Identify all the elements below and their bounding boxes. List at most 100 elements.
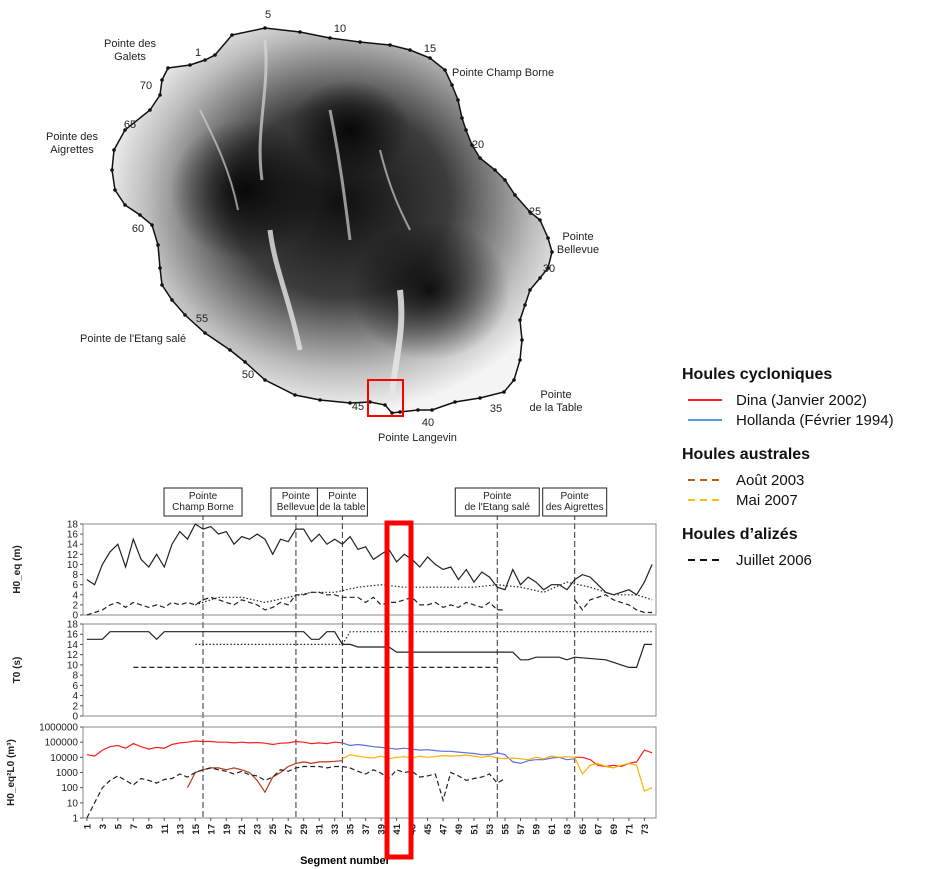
- x-tick-label: 63: [562, 824, 573, 835]
- y-tick-label: 16: [67, 530, 79, 541]
- segment-node: [450, 83, 454, 87]
- y-tick-label: 1000: [56, 768, 79, 779]
- segment-node: [368, 400, 372, 404]
- x-tick-label: 41: [392, 823, 403, 834]
- map-segment-number: 65: [124, 119, 136, 131]
- y-tick-label: 18: [67, 620, 79, 631]
- legend-group-title: Houles australes: [682, 446, 811, 463]
- x-tick-label: 25: [268, 823, 279, 834]
- legend-item: Août 2003: [682, 470, 932, 490]
- x-tick-label: 45: [423, 823, 434, 834]
- segment-node: [520, 338, 524, 342]
- map-point-label: Pointe Langevin: [378, 432, 457, 444]
- highlight-box-map: [367, 379, 404, 417]
- x-tick-label: 73: [640, 824, 651, 835]
- legend: Houles cycloniques Dina (Janvier 2002) Hol…: [682, 366, 932, 570]
- segment-node: [416, 408, 420, 412]
- map-segment-number: 15: [424, 43, 436, 55]
- y-tick-label: 10: [67, 660, 79, 671]
- legend-label: Hollanda (Février 1994): [736, 411, 894, 429]
- highlight-box-chart: [384, 520, 414, 860]
- segment-node: [158, 93, 162, 97]
- callout-box: [454, 487, 540, 517]
- y-axis-label: H0_eq (m): [12, 545, 23, 593]
- segment-node: [513, 193, 517, 197]
- segment-node: [123, 128, 127, 132]
- segment-node: [546, 266, 550, 270]
- legend-group-title: Houles cycloniques: [682, 366, 833, 383]
- x-tick-label: 21: [237, 823, 248, 834]
- segment-node: [453, 400, 457, 404]
- segment-node: [528, 210, 532, 214]
- segment-node: [398, 410, 402, 414]
- legend-group-title: Houles d’alizés: [682, 526, 798, 543]
- map-labels: Pointe des Galets Pointe Champ Borne Pointe…: [46, 9, 599, 444]
- segment-node: [470, 143, 474, 147]
- segment-node: [493, 168, 497, 172]
- callout-box: [542, 487, 608, 517]
- x-tick-label: 5: [113, 823, 124, 829]
- map-segment-number: 35: [490, 403, 502, 415]
- x-tick-label: 61: [547, 823, 558, 834]
- legend-label: Mai 2007: [736, 491, 798, 509]
- segment-node: [156, 243, 160, 247]
- callout-box: [316, 487, 368, 517]
- callout-label: Pointe de la table: [319, 491, 366, 513]
- map-point-label: Pointe Champ Borne: [452, 67, 554, 79]
- x-tick-label: 7: [129, 824, 140, 829]
- y-tick-label: 6: [72, 681, 78, 692]
- segment-node: [203, 58, 207, 62]
- segment-node: [188, 63, 192, 67]
- segment-node: [166, 66, 170, 70]
- segment-node: [464, 128, 468, 132]
- x-tick-label: 13: [175, 824, 186, 835]
- segment-node: [408, 48, 412, 52]
- segment-node: [502, 390, 506, 394]
- callout-label: Pointe Bellevue: [277, 491, 316, 513]
- series-line-h2l-0: [86, 740, 343, 757]
- segment-node: [538, 218, 542, 222]
- segment-node: [170, 298, 174, 302]
- y-tick-label: 10000: [50, 753, 78, 764]
- segment-node: [183, 313, 187, 317]
- y-tick-label: 12: [67, 550, 79, 561]
- x-tick-label: 9: [144, 824, 155, 829]
- segment-node: [523, 303, 527, 307]
- segment-node: [148, 108, 152, 112]
- segment-node: [293, 393, 297, 397]
- segment-node: [358, 40, 362, 44]
- segment-node: [528, 288, 532, 292]
- x-tick-label: 51: [470, 823, 481, 834]
- segment-node: [298, 30, 302, 34]
- map-point-label: Pointe de l'Etang salé: [80, 333, 186, 345]
- x-tick-label: 69: [609, 824, 620, 835]
- segment-node: [160, 78, 164, 82]
- x-tick-label: 11: [160, 823, 171, 834]
- segment-node: [518, 318, 522, 322]
- x-tick-label: 27: [284, 824, 295, 835]
- segment-node: [538, 276, 542, 280]
- legend-item: Dina (Janvier 2002): [682, 390, 932, 410]
- segment-node: [348, 401, 352, 405]
- x-tick-label: 49: [454, 824, 465, 835]
- segment-node: [390, 411, 394, 415]
- y-tick-label: 16: [67, 630, 79, 641]
- segment-node: [518, 358, 522, 362]
- map-segment-number: 55: [196, 313, 208, 325]
- coastline-path: [111, 27, 553, 414]
- series-line-h0-1: [195, 581, 653, 606]
- y-axis-label: H0_eq²L0 (m³): [6, 739, 17, 806]
- y-tick-label: 2: [72, 701, 78, 712]
- segment-node: [263, 378, 267, 382]
- segment-node: [230, 33, 234, 37]
- y-tick-label: 14: [67, 540, 79, 551]
- y-tick-label: 4: [72, 590, 78, 601]
- x-tick-label: 71: [624, 823, 635, 834]
- callout-box: [270, 487, 322, 517]
- x-tick-label: 37: [361, 824, 372, 835]
- series-line-t0-0: [86, 631, 653, 668]
- x-tick-label: 55: [501, 823, 512, 834]
- map-segment-number: 5: [265, 9, 271, 21]
